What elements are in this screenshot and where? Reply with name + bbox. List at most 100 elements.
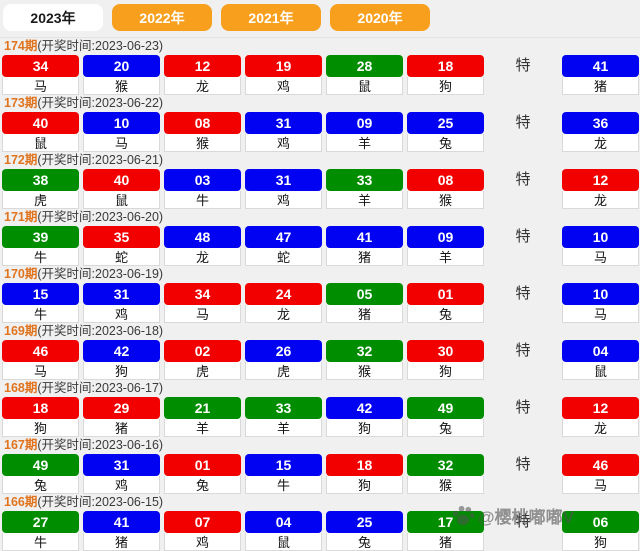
tab-year-2021[interactable]: 2021年 [221,4,321,31]
number-cell: 32 猴 [407,454,484,494]
zodiac-label: 马 [562,476,639,494]
draw-period: 172期 [4,153,38,167]
zodiac-label: 兔 [164,476,241,494]
zodiac-label: 龙 [164,77,241,95]
draw-time: (开奖时间:2023-06-18) [37,324,164,338]
zodiac-label: 马 [562,248,639,266]
number-ball: 17 [407,511,484,533]
number-cell: 20 猴 [83,55,160,95]
special-number-cell: 46 马 [562,454,639,494]
special-number-ball: 12 [562,397,639,419]
zodiac-label: 鼠 [245,533,322,551]
number-cell: 19 鸡 [245,55,322,95]
special-number-cell: 36 龙 [562,112,639,152]
number-cell: 33 羊 [245,397,322,437]
zodiac-label: 兔 [326,533,403,551]
number-cell: 48 龙 [164,226,241,266]
draw-results-list: 174期(开奖时间:2023-06-23) 34 马 20 猴 12 龙 19 … [0,37,640,551]
number-ball: 09 [326,112,403,134]
special-number-cell: 12 龙 [562,169,639,209]
number-ball: 03 [164,169,241,191]
number-ball: 09 [407,226,484,248]
tab-year-2022[interactable]: 2022年 [112,4,212,31]
tab-year-2023[interactable]: 2023年 [3,4,103,31]
draw-row-header: 170期(开奖时间:2023-06-19) [0,267,640,281]
number-cell: 01 兔 [407,283,484,323]
draw-row: 167期(开奖时间:2023-06-16) 49 兔 31 鸡 01 兔 15 … [0,438,640,494]
zodiac-label: 兔 [407,419,484,437]
zodiac-label: 猴 [407,191,484,209]
number-ball: 32 [326,340,403,362]
zodiac-label: 狗 [326,419,403,437]
number-ball: 30 [407,340,484,362]
number-ball: 02 [164,340,241,362]
zodiac-label: 鸡 [83,476,160,494]
draw-time: (开奖时间:2023-06-21) [37,153,164,167]
number-cell: 05 猪 [326,283,403,323]
number-ball: 38 [2,169,79,191]
zodiac-label: 狗 [326,476,403,494]
number-ball: 25 [407,112,484,134]
number-cell: 02 虎 [164,340,241,380]
number-ball: 47 [245,226,322,248]
number-ball: 19 [245,55,322,77]
number-cell: 38 虎 [2,169,79,209]
special-number-cell: 06 狗 [562,511,639,551]
number-cell: 09 羊 [407,226,484,266]
number-cell: 15 牛 [245,454,322,494]
number-ball: 12 [164,55,241,77]
special-number-ball: 46 [562,454,639,476]
zodiac-label: 虎 [2,191,79,209]
number-ball: 49 [407,397,484,419]
number-cell: 27 牛 [2,511,79,551]
number-cell: 18 狗 [326,454,403,494]
draw-numbers: 40 鼠 10 马 08 猴 31 鸡 09 羊 25 兔 特 36 龙 [0,112,640,152]
number-cell: 42 狗 [83,340,160,380]
special-label: 特 [515,513,531,530]
number-cell: 12 龙 [164,55,241,95]
number-cell: 46 马 [2,340,79,380]
special-number-cell: 04 鼠 [562,340,639,380]
draw-row: 171期(开奖时间:2023-06-20) 39 牛 35 蛇 48 龙 47 … [0,210,640,266]
special-number-ball: 36 [562,112,639,134]
zodiac-label: 龙 [562,134,639,152]
number-ball: 31 [83,454,160,476]
number-ball: 33 [326,169,403,191]
draw-row-header: 171期(开奖时间:2023-06-20) [0,210,640,224]
number-ball: 28 [326,55,403,77]
zodiac-label: 鸡 [245,191,322,209]
number-cell: 15 牛 [2,283,79,323]
draw-row: 170期(开奖时间:2023-06-19) 15 牛 31 鸡 34 马 24 … [0,267,640,323]
number-cell: 31 鸡 [245,112,322,152]
tab-year-2020[interactable]: 2020年 [330,4,430,31]
zodiac-label: 牛 [164,191,241,209]
year-tabs: 2023年 2022年 2021年 2020年 [0,0,640,31]
zodiac-label: 猪 [326,248,403,266]
zodiac-label: 狗 [83,362,160,380]
draw-numbers: 27 牛 41 猪 07 鸡 04 鼠 25 兔 17 猪 特 06 狗 [0,511,640,551]
zodiac-label: 鸡 [245,134,322,152]
zodiac-label: 鸡 [83,305,160,323]
zodiac-label: 龙 [245,305,322,323]
number-cell: 32 猴 [326,340,403,380]
number-ball: 41 [83,511,160,533]
draw-row-header: 168期(开奖时间:2023-06-17) [0,381,640,395]
zodiac-label: 猪 [407,533,484,551]
number-cell: 40 鼠 [83,169,160,209]
number-cell: 25 兔 [326,511,403,551]
number-cell: 03 牛 [164,169,241,209]
draw-time: (开奖时间:2023-06-22) [37,96,164,110]
number-cell: 18 狗 [2,397,79,437]
draw-row-header: 172期(开奖时间:2023-06-21) [0,153,640,167]
draw-period: 167期 [4,438,38,452]
zodiac-label: 龙 [562,419,639,437]
number-ball: 18 [326,454,403,476]
zodiac-label: 虎 [164,362,241,380]
zodiac-label: 鸡 [245,77,322,95]
zodiac-label: 猪 [83,533,160,551]
zodiac-label: 牛 [245,476,322,494]
draw-time: (开奖时间:2023-06-16) [37,438,164,452]
draw-row-header: 167期(开奖时间:2023-06-16) [0,438,640,452]
number-cell: 17 猪 [407,511,484,551]
draw-time: (开奖时间:2023-06-19) [37,267,164,281]
